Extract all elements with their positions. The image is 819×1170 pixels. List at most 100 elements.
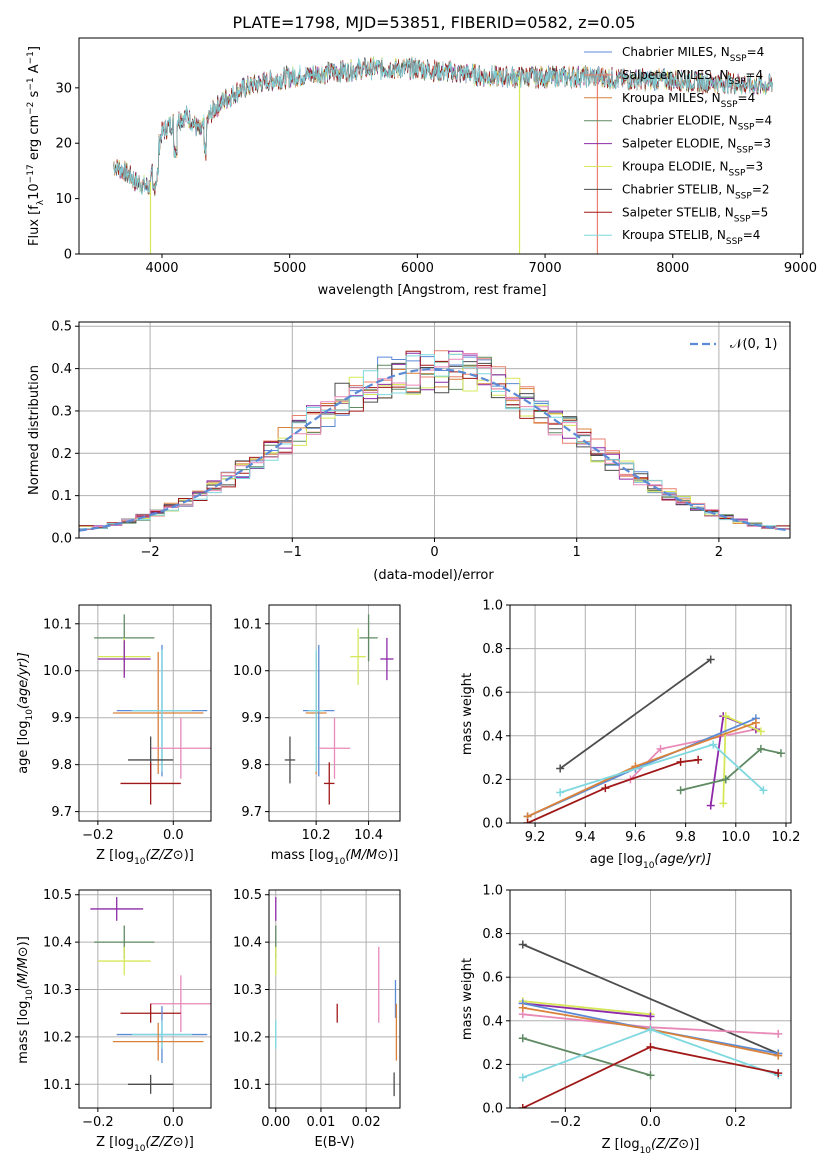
spectrum-ylabel-part: 10 bbox=[27, 183, 42, 200]
weight-line-salpeter_elodie bbox=[709, 714, 757, 806]
x-tick-label: 0.02 bbox=[352, 1115, 381, 1130]
x-tick-label: 2 bbox=[715, 545, 723, 560]
age_vs_z-xlabel-part: (Z/Z bbox=[146, 848, 174, 863]
y-tick-label: 1.0 bbox=[482, 599, 503, 614]
weight_vs_age-xlabel-part: 10 bbox=[643, 861, 655, 871]
legend-label: Salpeter STELIB, NSSP=5 bbox=[622, 205, 768, 224]
mass_vs_z-ylabel-part: 10 bbox=[25, 989, 35, 1001]
mass_vs_z-xlabel-part: 10 bbox=[134, 1144, 146, 1154]
y-tick-label: 0.8 bbox=[482, 642, 503, 657]
spectrum-frame bbox=[78, 37, 804, 255]
legend-label-part: =4 bbox=[747, 45, 765, 59]
age_vs_mass-points bbox=[284, 614, 394, 805]
y-tick-label: 10.2 bbox=[43, 1030, 72, 1045]
y-tick-label: 9.8 bbox=[241, 758, 262, 773]
legend-label: Kroupa ELODIE, NSSP=3 bbox=[622, 160, 763, 179]
legend-label: Kroupa STELIB, NSSP=4 bbox=[622, 228, 760, 247]
legend-label-part: SSP bbox=[721, 100, 738, 110]
x-tick-label: −0.2 bbox=[82, 1115, 114, 1130]
legend-label-part: Salpeter STELIB, N bbox=[622, 205, 734, 219]
mass_vs_z-xlabel-part: Z [log bbox=[96, 1135, 134, 1150]
mass_vs_z-points bbox=[90, 897, 211, 1094]
age_vs_z-axes: −0.2 0.0 9.7 9.8 9.9 10.0 10.1 bbox=[43, 605, 211, 843]
spectrum-ylabel-part: ] bbox=[27, 46, 42, 51]
y-tick-label: 10 bbox=[55, 192, 72, 207]
y-tick-label: 30 bbox=[55, 81, 72, 96]
x-tick-label: 1 bbox=[573, 545, 581, 560]
weight_vs_z-xlabel-part: (Z/Z bbox=[651, 1137, 679, 1152]
y-tick-label: 9.8 bbox=[51, 758, 72, 773]
age_vs_mass-frame bbox=[268, 604, 401, 822]
x-tick-label: 10.4 bbox=[354, 828, 383, 843]
y-tick-label: 0.2 bbox=[482, 1058, 503, 1073]
weight_vs_z-ylabel: mass weight bbox=[460, 958, 475, 1040]
legend-label-part: SSP bbox=[726, 237, 743, 247]
legend-label-part: Salpeter ELODIE, N bbox=[622, 137, 736, 151]
legend-label: Chabrier ELODIE, NSSP=4 bbox=[622, 114, 772, 133]
y-tick-label: 20 bbox=[55, 137, 72, 152]
x-tick-label: 0.0 bbox=[163, 1115, 184, 1130]
y-tick-label: 0.2 bbox=[51, 447, 72, 462]
mass_vs_z-ylabel-part: ⊙)] bbox=[16, 936, 31, 957]
mass_vs_z-frame bbox=[78, 889, 212, 1109]
age_vs_mass-xlabel-part: 10 bbox=[334, 857, 346, 867]
weight_vs_age-ylabel: mass weight bbox=[460, 673, 475, 755]
y-tick-label: 10.5 bbox=[233, 888, 262, 903]
y-tick-label: 9.7 bbox=[51, 805, 72, 820]
weight-line-salpeter_elodie bbox=[522, 1002, 651, 1018]
x-tick-label: 9000 bbox=[784, 261, 817, 276]
legend-label-part: SSP bbox=[729, 169, 746, 179]
mass_vs_z-ylabel: mass [log10(M/M⊙)] bbox=[16, 936, 35, 1064]
weight_vs_z-xlabel: Z [log10(Z/Z⊙)] bbox=[602, 1137, 700, 1156]
weight_vs_age-axes: 9.2 9.4 9.6 9.8 10.0 10.2 0.0 0.2 0.4 0.6 0.8 1.0 bbox=[482, 599, 800, 846]
legend-label-part: SSP bbox=[729, 77, 746, 87]
legend-label-part: Salpeter MILES, N bbox=[622, 68, 729, 82]
age_vs_z-xlabel: Z [log10(Z/Z⊙)] bbox=[96, 848, 194, 867]
y-tick-label: 10.0 bbox=[43, 664, 72, 679]
x-tick-label: 10.2 bbox=[772, 830, 801, 845]
legend-label: Salpeter ELODIE, NSSP=3 bbox=[622, 137, 771, 156]
y-tick-label: 0.6 bbox=[482, 971, 503, 986]
legend-label-part: =2 bbox=[752, 182, 770, 196]
x-tick-label: 0.00 bbox=[261, 1115, 290, 1130]
spectrum-ylabel-part: A bbox=[27, 64, 42, 77]
weight_vs_age-series bbox=[523, 655, 785, 823]
age_vs_mass-xlabel-part: ⊙)] bbox=[377, 848, 398, 863]
legend-label-part: SSP bbox=[734, 214, 751, 224]
x-tick-label: 4000 bbox=[145, 261, 178, 276]
y-tick-label: 0.4 bbox=[51, 362, 72, 377]
y-tick-label: 10.2 bbox=[233, 1030, 262, 1045]
x-tick-label: 8000 bbox=[656, 261, 689, 276]
y-tick-label: 10.3 bbox=[43, 983, 72, 998]
y-tick-label: 0.0 bbox=[482, 817, 503, 832]
y-tick-label: 9.9 bbox=[241, 711, 262, 726]
weight_vs_z-axes: −0.2 0.0 0.2 0.0 0.2 0.4 0.6 0.8 1.0 bbox=[482, 884, 791, 1130]
weight_vs_z-xlabel-part: Z [log bbox=[602, 1137, 640, 1152]
x-tick-label: 9.6 bbox=[625, 830, 646, 845]
weight-line-chabrier_stelib bbox=[559, 658, 712, 770]
x-tick-label: 0 bbox=[430, 545, 438, 560]
weight_vs_age-xlabel-part: (age/yr)] bbox=[654, 852, 711, 867]
x-tick-label: 5000 bbox=[273, 261, 306, 276]
y-tick-label: 10.4 bbox=[233, 936, 262, 951]
y-tick-label: 0 bbox=[64, 248, 72, 263]
mass_vs_z-ylabel-part: mass [log bbox=[16, 1001, 31, 1064]
weight-line-chabrier_elodie bbox=[522, 1037, 651, 1077]
legend-label-part: Kroupa MILES, N bbox=[622, 91, 721, 105]
weight_vs_z-frame bbox=[509, 889, 792, 1109]
legend-label-part: SSP bbox=[735, 191, 752, 201]
x-tick-label: −1 bbox=[283, 545, 302, 560]
spectrum-ylabel-part: −2 bbox=[26, 102, 36, 115]
legend-gaussian-label: 𝒩(0, 1) bbox=[730, 337, 777, 352]
age_vs_mass-xlabel-part: mass [log bbox=[271, 848, 334, 863]
x-tick-label: 6000 bbox=[401, 261, 434, 276]
mass_vs_ebv-axes: 0.00 0.01 0.02 10.1 10.2 10.3 10.4 10.5 bbox=[233, 888, 400, 1130]
spectrum-ylabel-part: −1 bbox=[26, 77, 36, 90]
legend-label-part: =3 bbox=[745, 160, 763, 174]
weight-line-kroupa_elodie bbox=[522, 1000, 651, 1016]
y-tick-label: 0.0 bbox=[482, 1102, 503, 1117]
age_vs_z-ylabel-part: 10 bbox=[25, 709, 35, 721]
weight-line-pink bbox=[629, 728, 757, 781]
age_vs_z-points bbox=[94, 614, 211, 805]
